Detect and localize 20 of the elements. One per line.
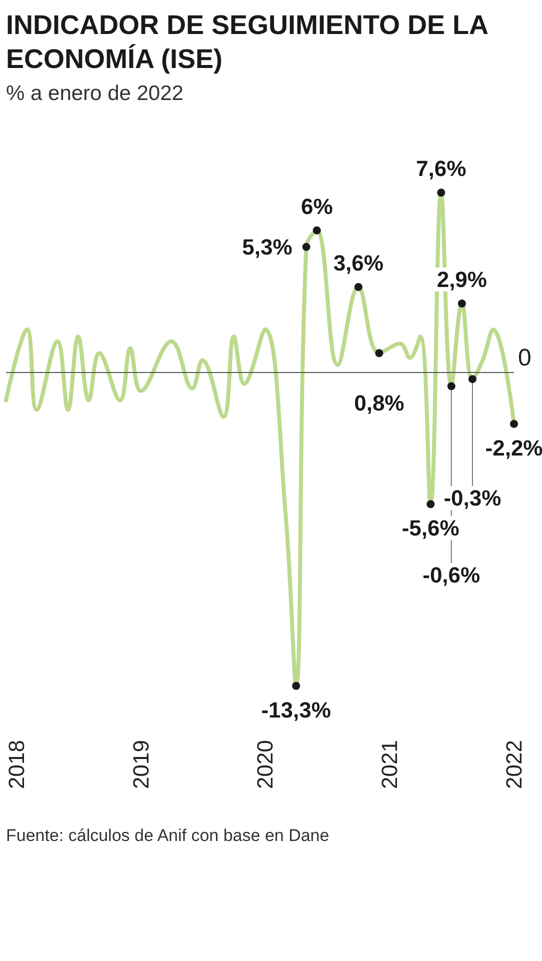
x-tick-label: 2018 — [4, 740, 30, 789]
x-tick-label: 2019 — [128, 740, 154, 789]
ref-line-label: 0 — [518, 344, 532, 372]
data-label: -0,3% — [444, 486, 502, 511]
data-label: 2,9% — [436, 267, 487, 292]
chart-subtitle: % a enero de 2022 — [6, 82, 184, 106]
data-label: -13,3% — [261, 697, 331, 722]
x-tick-label: 2021 — [377, 740, 402, 789]
data-label: 3,6% — [333, 250, 384, 276]
data-label: 0,8% — [354, 390, 404, 416]
data-label: -2,2% — [485, 435, 542, 460]
source-note: Fuente: cálculos de Anif con base en Dane — [6, 826, 330, 846]
data-label: 5,3% — [242, 234, 292, 260]
data-label: -0,6% — [422, 562, 480, 588]
x-tick-label: 2022 — [502, 740, 526, 789]
data-label: -5,6% — [402, 516, 460, 541]
chart-title: INDICADOR DE SEGUIMIENTO DE LA ECONOMÍA (ISE) — [6, 9, 489, 76]
data-label: 6% — [300, 194, 333, 219]
data-label: 7,6% — [416, 156, 466, 182]
x-tick-label: 2020 — [252, 740, 278, 789]
